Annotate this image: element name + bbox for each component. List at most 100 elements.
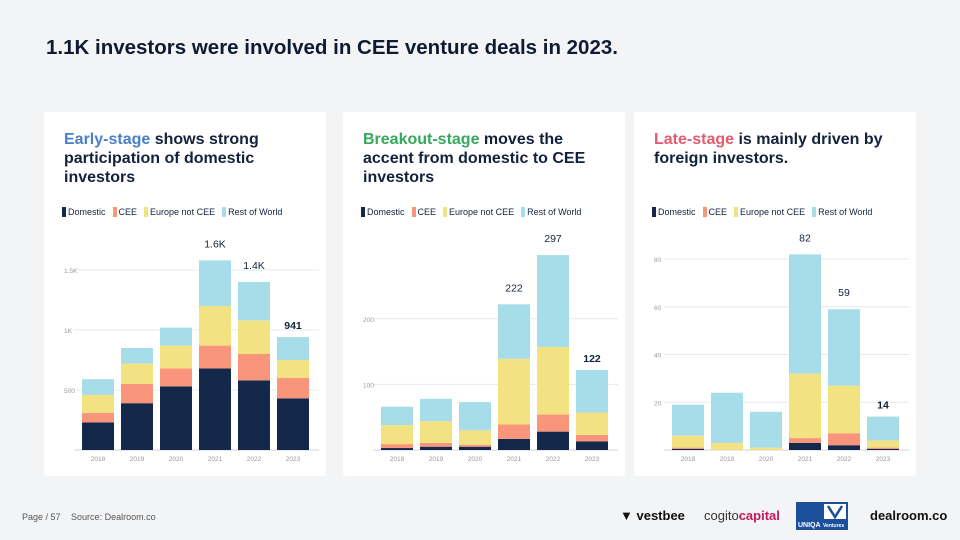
bar-segment-rest-of-world [498, 304, 530, 359]
card-title: Breakout-stage moves the accent from dom… [363, 130, 613, 187]
legend-swatch [62, 207, 66, 217]
bar-segment-rest-of-world [160, 327, 192, 346]
legend: Domestic CEE Europe not CEE Rest of World [62, 207, 282, 217]
bar-segment-domestic [672, 448, 704, 450]
x-tick-label: 2019 [130, 456, 145, 463]
legend-label: Europe not CEE [449, 207, 515, 217]
bar-segment-domestic [238, 380, 270, 450]
bar-segment-europe-not-cee [420, 421, 452, 443]
card-title-rest: moves the accent from domestic to CEE in… [363, 131, 586, 186]
total-data-label: 1.4K [243, 260, 265, 272]
legend-label: CEE [118, 207, 138, 217]
legend-label: Europe not CEE [740, 207, 806, 217]
uniqa-ventures-logo: UNIQA Ventures [796, 502, 848, 530]
bar-segment-europe-not-cee [672, 435, 704, 448]
bar-segment-europe-not-cee [867, 440, 899, 448]
x-tick-label: 2019 [720, 456, 735, 463]
source-note: Source: Dealroom.co [71, 512, 156, 522]
x-tick-label: 2018 [681, 456, 696, 463]
chart-card-late-stage: Late-stage is mainly driven by foreign i… [634, 112, 916, 476]
legend-label: Rest of World [228, 207, 283, 217]
bar-segment-rest-of-world [277, 337, 309, 360]
bar-segment-domestic [789, 442, 821, 450]
bar-segment-europe-not-cee [238, 320, 270, 354]
y-tick-label: 60 [654, 305, 662, 312]
total-data-label: 222 [505, 282, 523, 294]
legend-item: Domestic [652, 207, 696, 217]
x-tick-label: 2020 [169, 456, 184, 463]
bar-segment-domestic [537, 431, 569, 450]
legend-item: Rest of World [521, 207, 581, 217]
legend-item: Domestic [62, 207, 106, 217]
y-tick-label: 40 [654, 353, 662, 360]
bar-segment-cee [828, 433, 860, 446]
card-title-highlight: Breakout-stage [363, 131, 480, 148]
bar-segment-rest-of-world [576, 369, 608, 413]
dealroom-logo: dealroom.co [870, 508, 948, 523]
bar-segment-cee [420, 442, 452, 447]
card-title-highlight: Late-stage [654, 131, 735, 148]
bar-segment-europe-not-cee [498, 358, 530, 425]
legend-item: CEE [112, 207, 138, 217]
y-tick-label: 500 [64, 388, 75, 395]
x-tick-label: 2023 [286, 456, 301, 463]
x-tick-label: 2022 [837, 456, 852, 463]
breakout-stage-chart: 100 200 2018 2019 2020 2021 222 2022 297 2023 122 [363, 233, 618, 463]
bar-segment-cee [199, 345, 231, 369]
legend-item: Domestic [361, 207, 405, 217]
bar-segment-domestic [420, 446, 452, 450]
page-number: Page / 57 [22, 512, 61, 522]
legend-item: Europe not CEE [734, 207, 805, 217]
card-title: Early-stage shows strong participation o… [64, 130, 314, 187]
chart-card-early-stage: Early-stage shows strong participation o… [44, 112, 326, 476]
legend-label: Rest of World [527, 207, 582, 217]
bar-segment-rest-of-world [199, 260, 231, 306]
legend-label: Rest of World [818, 207, 873, 217]
total-data-label: 941 [284, 320, 302, 332]
x-tick-label: 2019 [429, 456, 444, 463]
chart-card-breakout-stage: Breakout-stage moves the accent from dom… [343, 112, 625, 476]
bar-segment-domestic [867, 448, 899, 450]
x-tick-label: 2018 [91, 456, 106, 463]
footer: Page / 57 Source: Dealroom.co [22, 512, 164, 522]
legend-swatch [222, 207, 227, 217]
x-tick-label: 2021 [507, 456, 522, 463]
bar-segment-cee [576, 434, 608, 442]
bar-segment-domestic [381, 448, 413, 450]
bar-segment-europe-not-cee [381, 425, 413, 445]
x-tick-label: 2018 [390, 456, 405, 463]
legend: Domestic CEE Europe not CEE Rest of World [361, 207, 581, 217]
bar-segment-rest-of-world [82, 379, 114, 395]
bar-segment-europe-not-cee [711, 442, 743, 450]
card-title: Late-stage is mainly driven by foreign i… [654, 130, 904, 168]
legend-label: CEE [708, 207, 728, 217]
x-tick-label: 2022 [546, 456, 561, 463]
x-tick-label: 2021 [798, 456, 813, 463]
bar-segment-cee [789, 438, 821, 443]
total-data-label: 297 [544, 233, 562, 245]
legend-swatch [652, 207, 656, 217]
bar-segment-domestic [576, 441, 608, 450]
x-tick-label: 2020 [759, 456, 774, 463]
y-tick-label: 80 [654, 257, 662, 264]
cogito-capital-logo: cogitocapital [704, 508, 780, 523]
x-tick-label: 2023 [585, 456, 600, 463]
legend-item: Rest of World [812, 207, 872, 217]
bar-segment-europe-not-cee [277, 360, 309, 378]
bar-segment-europe-not-cee [199, 306, 231, 346]
legend-swatch [411, 207, 416, 217]
bar-segment-cee [82, 412, 114, 423]
bar-segment-rest-of-world [121, 348, 153, 364]
legend-swatch [112, 207, 117, 217]
bar-segment-rest-of-world [381, 406, 413, 426]
bar-segment-domestic [459, 446, 491, 450]
bar-segment-rest-of-world [789, 254, 821, 374]
page-title: 1.1K investors were involved in CEE vent… [46, 36, 618, 59]
x-tick-label: 2021 [208, 456, 223, 463]
legend: Domestic CEE Europe not CEE Rest of World [652, 207, 872, 217]
bar-segment-domestic [199, 368, 231, 450]
bar-segment-rest-of-world [420, 398, 452, 422]
y-tick-label: 20 [654, 400, 662, 407]
x-tick-label: 2023 [876, 456, 891, 463]
bar-segment-domestic [121, 403, 153, 450]
